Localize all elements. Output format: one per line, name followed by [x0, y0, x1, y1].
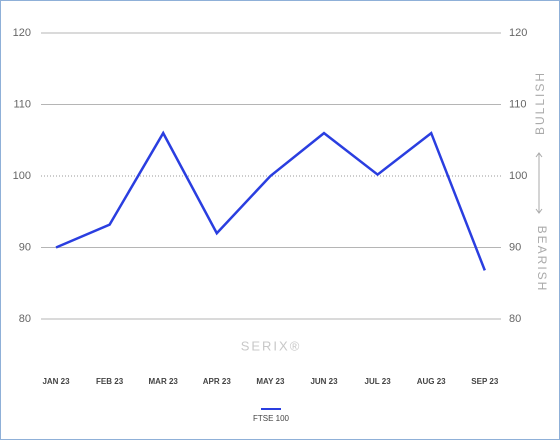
y-tick-label: 120: [13, 27, 31, 39]
x-tick-label: MAY 23: [256, 377, 285, 386]
y-tick-label: 80: [19, 313, 31, 325]
bullish-label: BULLISH: [533, 71, 547, 135]
sentiment-arrow: [535, 152, 543, 214]
bearish-label: BEARISH: [535, 226, 549, 293]
legend-label: FTSE 100: [253, 414, 290, 423]
x-tick-label: FEB 23: [96, 377, 124, 386]
x-tick-label: APR 23: [202, 377, 231, 386]
y2-tick-label: 90: [509, 241, 521, 253]
y-tick-label: 110: [13, 98, 31, 110]
y2-tick-label: 80: [509, 313, 521, 325]
x-tick-label: JUL 23: [364, 377, 391, 386]
y2-tick-label: 120: [509, 27, 527, 39]
x-tick-label: JAN 23: [42, 377, 70, 386]
watermark: SERIX®: [241, 338, 302, 353]
y2-tick-label: 110: [509, 98, 527, 110]
x-tick-label: AUG 23: [416, 377, 446, 386]
y-tick-label: 100: [13, 170, 31, 182]
x-tick-label: MAR 23: [148, 377, 178, 386]
data-line: [55, 130, 486, 271]
x-tick-label: JUN 23: [310, 377, 338, 386]
x-tick-label: SEP 23: [471, 377, 499, 386]
y-tick-label: 90: [19, 241, 31, 253]
y2-tick-label: 100: [509, 170, 527, 182]
